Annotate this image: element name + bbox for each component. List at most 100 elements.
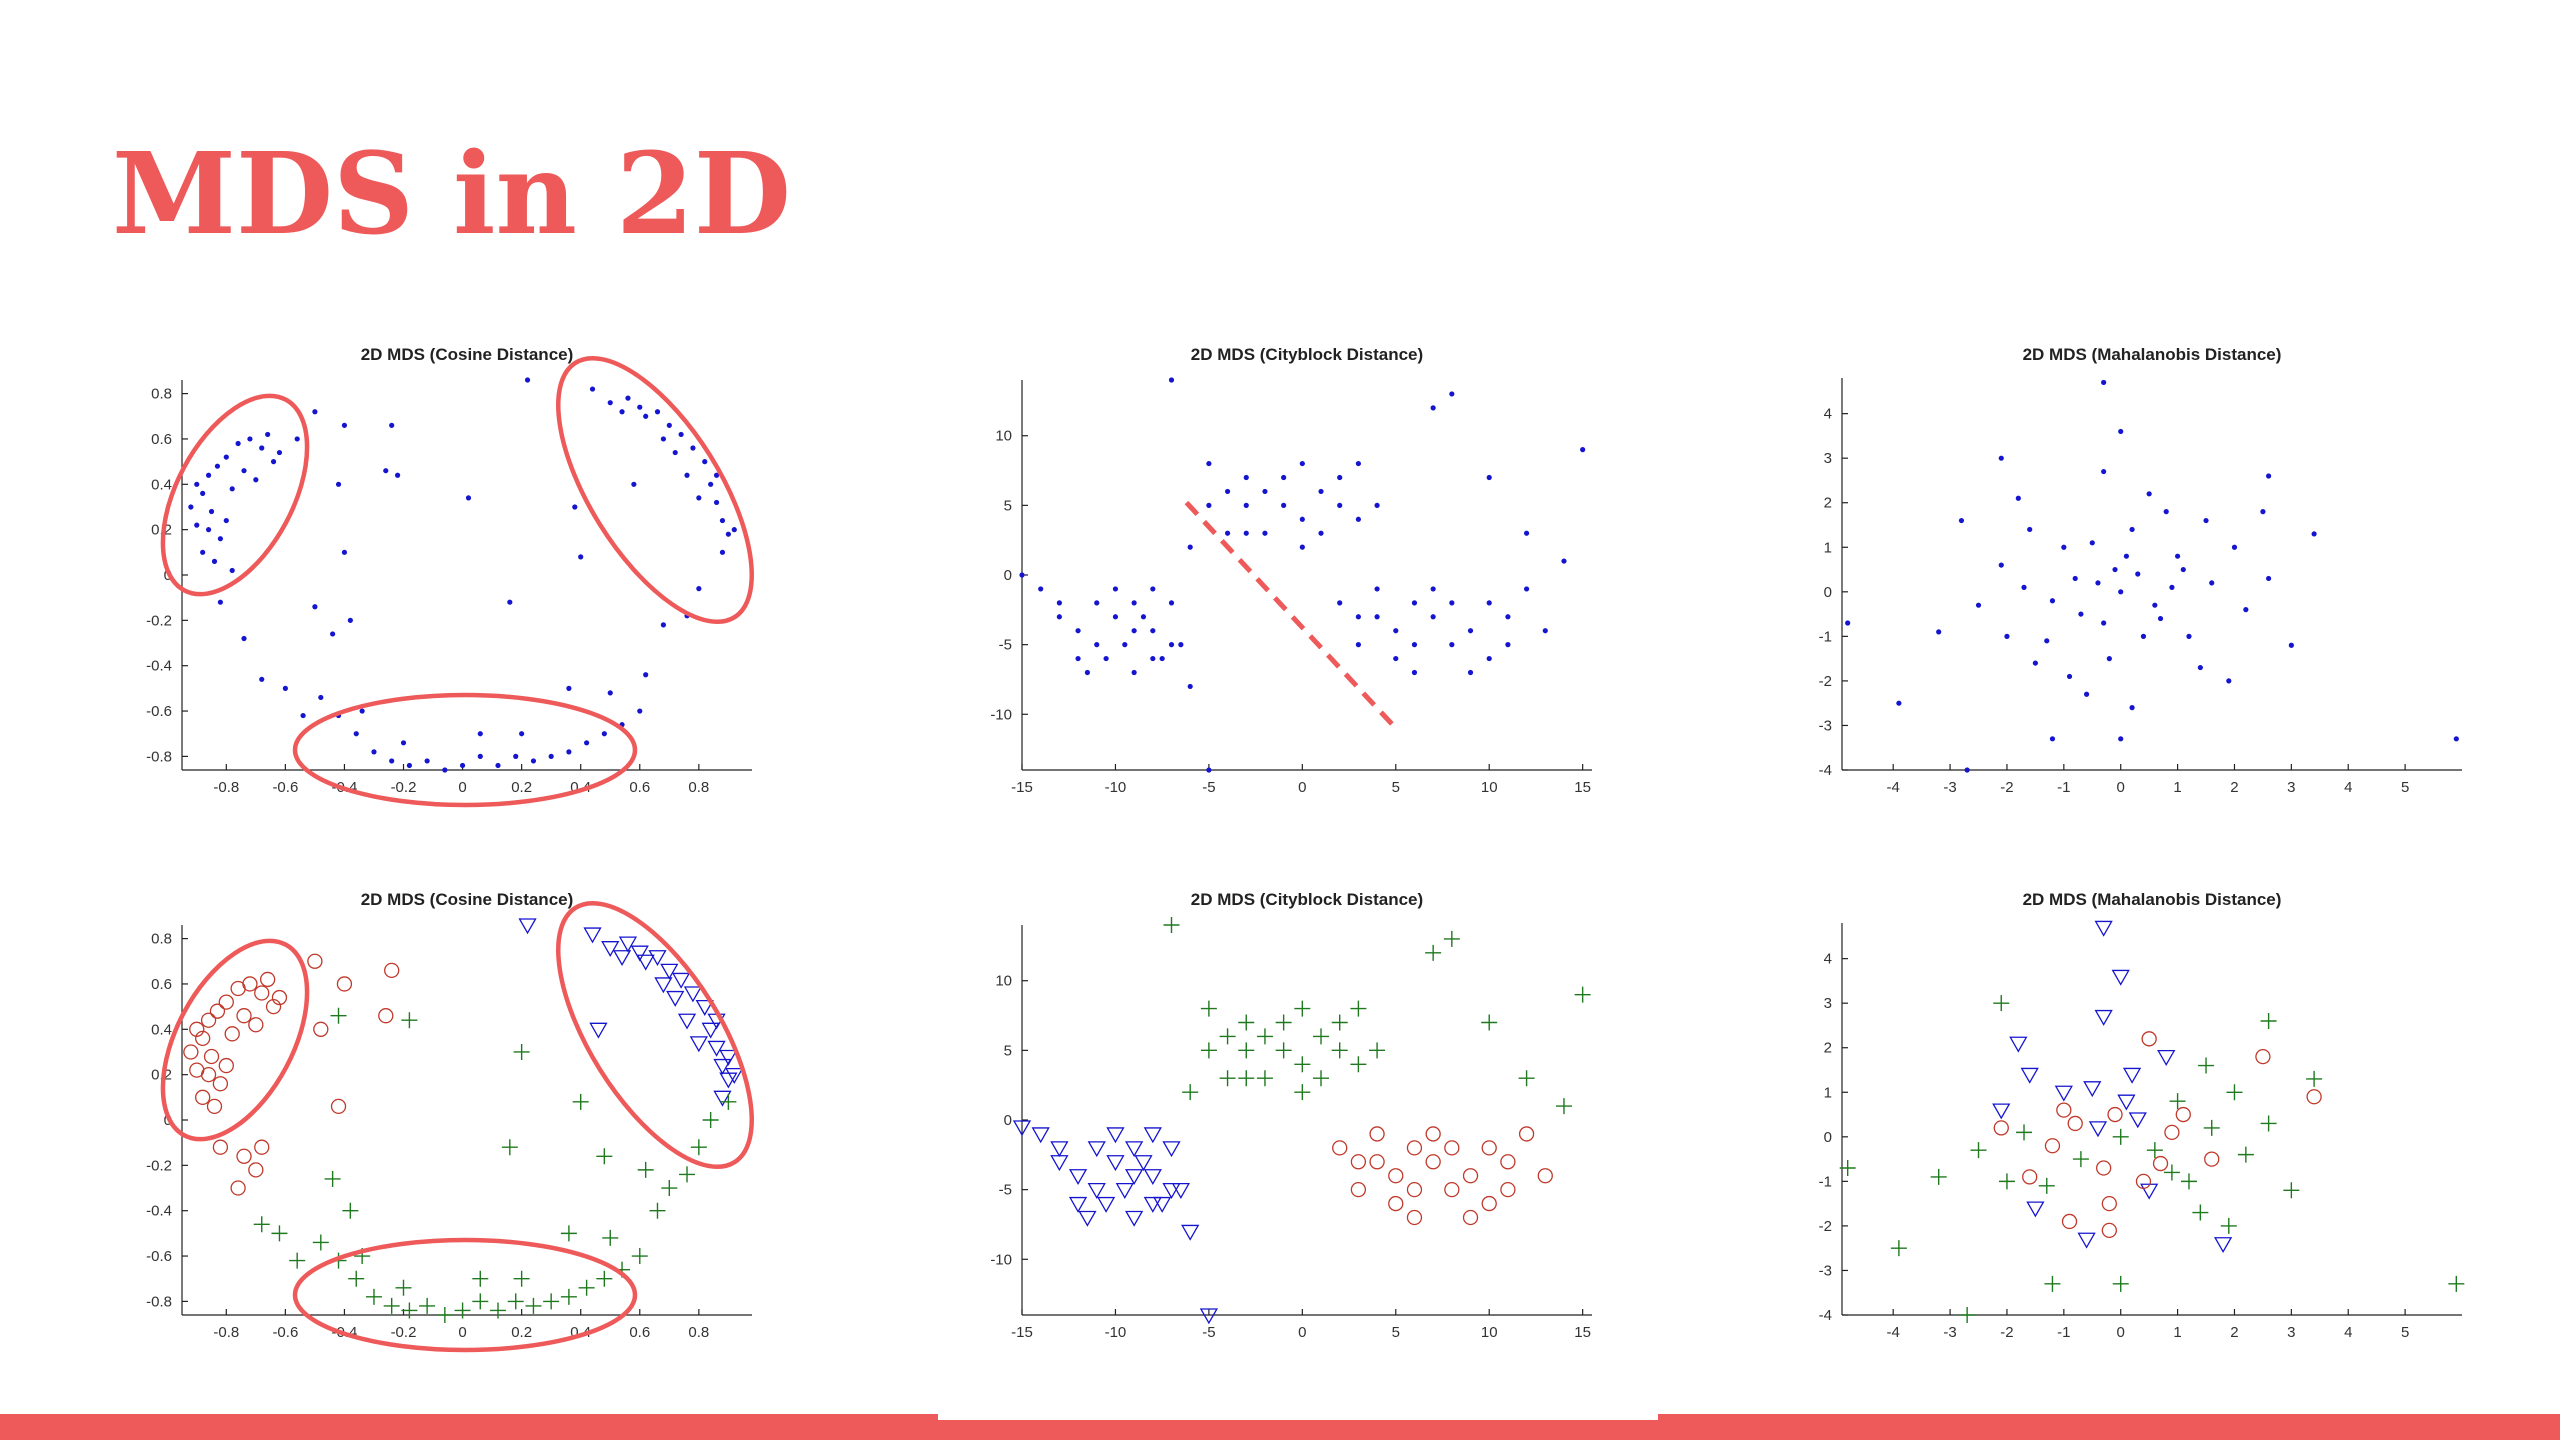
data-point xyxy=(2061,544,2067,550)
data-point xyxy=(1449,391,1455,397)
data-point xyxy=(1224,530,1231,536)
plot-title: 2D MDS (Cosine Distance) xyxy=(361,890,574,909)
data-point xyxy=(223,517,229,524)
data-point-circle xyxy=(1444,1181,1460,1198)
data-point-plus xyxy=(1574,986,1591,1003)
data-point xyxy=(1187,544,1193,550)
data-point-plus xyxy=(324,1170,341,1187)
data-point-plus xyxy=(1369,1042,1386,1059)
data-point xyxy=(1374,586,1380,592)
data-point-triangle xyxy=(677,1013,697,1030)
data-point-plus xyxy=(1200,1000,1217,1017)
data-point xyxy=(2123,553,2130,559)
data-point xyxy=(383,468,389,474)
data-point-plus xyxy=(1518,1070,1535,1087)
data-point-plus xyxy=(1163,917,1180,933)
data-point-plus xyxy=(2038,1177,2055,1194)
data-point xyxy=(1075,628,1081,634)
data-point xyxy=(1262,488,1268,495)
data-point xyxy=(678,431,684,438)
data-point xyxy=(1355,614,1361,620)
scatter-cos-bottom: 2D MDS (Cosine Distance) -0.8 -0.6 -0.4 -0.2… xyxy=(146,890,754,1353)
data-point xyxy=(1580,447,1586,453)
data-point xyxy=(341,549,348,555)
data-point xyxy=(1112,586,1119,592)
data-point-circle xyxy=(2135,1173,2152,1190)
data-point xyxy=(330,631,336,637)
data-point-circle xyxy=(212,1139,229,1155)
data-point-plus xyxy=(1839,1160,1856,1176)
x-tick-label: 0.2 xyxy=(511,1324,532,1341)
data-point xyxy=(1056,600,1062,606)
data-point-circle xyxy=(1425,1154,1441,1170)
data-point xyxy=(1486,474,1492,481)
x-tick-label: 3 xyxy=(2287,1324,2295,1341)
y-tick-label: 2 xyxy=(1824,495,1832,512)
data-point-circle xyxy=(248,1017,264,1033)
data-point xyxy=(1150,628,1156,634)
y-tick-label: -3 xyxy=(1819,1262,1832,1279)
y-tick-label: 0.8 xyxy=(151,931,172,948)
data-point-plus xyxy=(1238,1042,1255,1059)
data-point-plus xyxy=(560,1225,577,1242)
data-point xyxy=(637,708,643,714)
data-point xyxy=(1505,614,1511,620)
scatter-maha-top: 2D MDS (Mahalanobis Distance) -4 -3 -2 -1 0 1 2… xyxy=(1819,345,2462,796)
data-point-triangle xyxy=(2122,1067,2142,1084)
data-point-triangle xyxy=(1181,1224,1200,1241)
data-point-circle xyxy=(248,1162,264,1178)
data-point-circle xyxy=(1462,1168,1479,1184)
x-tick-label: 4 xyxy=(2344,1324,2352,1341)
data-point xyxy=(1038,586,1044,592)
data-point-circle xyxy=(2101,1222,2117,1239)
data-point-triangle xyxy=(671,972,691,989)
data-point-plus xyxy=(312,1234,329,1251)
x-tick-label: -10 xyxy=(1105,1324,1127,1341)
data-point xyxy=(477,731,483,737)
data-point-circle xyxy=(2107,1106,2123,1123)
data-point-plus xyxy=(720,1093,737,1110)
data-point-plus xyxy=(1200,1042,1217,1059)
bottom-bar-gap xyxy=(938,1414,1658,1420)
data-point-plus xyxy=(342,1202,359,1219)
scatter-city-top: 2D MDS (Cityblock Distance) -15 -10 -5 0 5 10 1… xyxy=(990,345,1592,796)
x-tick-label: -4 xyxy=(1887,779,1900,796)
data-point-circle xyxy=(200,1067,217,1083)
data-point-triangle xyxy=(2111,969,2130,986)
data-point xyxy=(2101,379,2107,386)
data-point-plus xyxy=(401,1012,418,1029)
data-point xyxy=(1505,642,1511,648)
data-point xyxy=(282,685,288,691)
data-point-plus xyxy=(2203,1119,2220,1136)
data-point xyxy=(2106,656,2112,662)
data-point xyxy=(1150,655,1156,662)
data-point xyxy=(2152,602,2158,608)
data-point xyxy=(2015,495,2021,501)
data-point-triangle xyxy=(1106,1155,1125,1172)
data-point xyxy=(270,459,277,465)
data-point xyxy=(477,753,483,759)
data-point-plus xyxy=(330,1007,347,1024)
data-point xyxy=(1998,562,2004,568)
data-point-plus xyxy=(572,1093,589,1110)
data-point xyxy=(548,753,554,759)
data-point-triangle xyxy=(1050,1141,1069,1158)
data-point-plus xyxy=(1256,1028,1273,1045)
data-point xyxy=(684,472,690,478)
data-point xyxy=(1486,655,1492,662)
data-point-triangle xyxy=(2094,1009,2113,1026)
data-point xyxy=(1411,642,1418,648)
plot-title: 2D MDS (Mahalanobis Distance) xyxy=(2023,345,2282,364)
data-point-plus xyxy=(1350,1056,1367,1073)
data-point-plus xyxy=(1481,1014,1498,1031)
data-point xyxy=(530,758,537,764)
data-point xyxy=(578,554,584,560)
data-point-plus xyxy=(596,1270,613,1287)
data-point xyxy=(1168,600,1175,606)
data-point xyxy=(672,449,678,456)
x-tick-label: 2 xyxy=(2230,779,2238,796)
data-point-triangle xyxy=(2083,1081,2102,1098)
data-point xyxy=(2118,736,2124,742)
data-point-triangle xyxy=(689,1036,708,1053)
data-point xyxy=(208,508,215,515)
